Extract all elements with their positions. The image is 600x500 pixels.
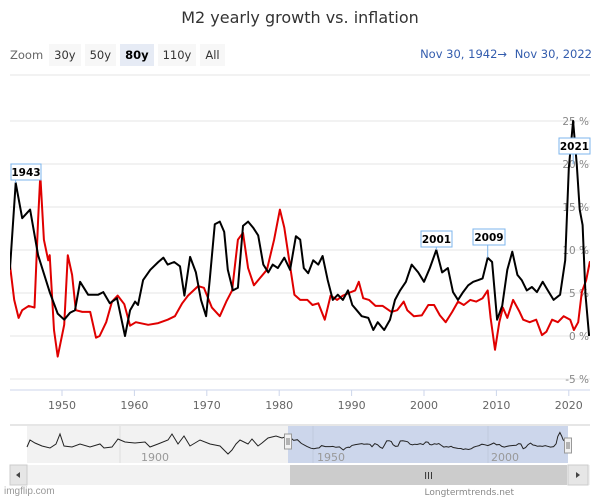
range-arrow: →: [497, 47, 508, 61]
y-tick-label: -5 %: [565, 374, 589, 386]
flag-label: 1943: [11, 167, 40, 179]
y-tick-label: 15 %: [562, 202, 589, 214]
x-tick-label: 2010: [482, 399, 510, 412]
x-tick-label: 2020: [555, 399, 583, 412]
flag-label: 2009: [474, 232, 503, 244]
date-range: Nov 30, 1942→ Nov 30, 2022: [416, 47, 592, 61]
scroll-right-arrow-icon: [576, 472, 580, 478]
y-axis: 25 %20 %15 %10 %5 %0 %-5 %: [562, 116, 589, 386]
navigator[interactable]: 1900 1950 2000 III: [9, 424, 590, 486]
navigator-tick-1950: 1950: [317, 451, 345, 464]
navigator-series: [26, 431, 569, 455]
navigator-right-handle[interactable]: [564, 437, 572, 454]
zoom-selector: Zoom 30y 50y 80y 110y All: [10, 44, 229, 66]
flag-box: [472, 228, 506, 246]
zoom-50y-button[interactable]: 50y: [84, 44, 117, 66]
y-tick-label: 10 %: [562, 245, 589, 257]
credit-longtermtrends[interactable]: Longtermtrends.net: [424, 488, 514, 498]
y-tick-label: 0 %: [569, 331, 589, 343]
flag-label: 2021: [560, 141, 589, 153]
zoom-all-button[interactable]: All: [200, 44, 225, 66]
x-axis: 1950 1960 1970 1980 1990 2000 2010 2020: [10, 389, 590, 412]
navigator-left-handle[interactable]: [284, 433, 292, 450]
scrollbar-grip: III: [424, 471, 433, 482]
flag-2001[interactable]: 2001: [420, 230, 453, 250]
navigator-tick-1900: 1900: [141, 451, 169, 464]
flag-label: 2001: [422, 234, 451, 246]
series-line-m2[interactable]: [10, 120, 590, 337]
series-lines: [10, 120, 593, 358]
zoom-label: Zoom: [10, 48, 44, 62]
y-tick-label: 5 %: [569, 288, 589, 300]
grid-lines: [10, 120, 590, 380]
range-to-input[interactable]: Nov 30, 2022: [514, 47, 592, 61]
x-tick-label: 1970: [193, 399, 221, 412]
zoom-110y-button[interactable]: 110y: [157, 44, 197, 66]
flag-1943[interactable]: 1943: [10, 163, 42, 183]
scroll-left-arrow-icon: [16, 472, 20, 478]
series-line-inflation[interactable]: [10, 174, 593, 358]
chart-title: M2 yearly growth vs. inflation: [181, 8, 419, 27]
x-tick-label: 1960: [120, 399, 148, 412]
x-tick-label: 2000: [410, 399, 438, 412]
watermark-imgflip: imgflip.com: [4, 486, 55, 497]
x-tick-label: 1980: [265, 399, 293, 412]
x-tick-label: 1950: [48, 399, 76, 412]
range-from-input[interactable]: Nov 30, 1942: [420, 47, 498, 61]
flag-2009[interactable]: 2009: [472, 228, 506, 258]
flag-box: [558, 137, 591, 155]
flag-box: [420, 230, 453, 248]
x-tick-label: 1990: [338, 399, 366, 412]
flags: 1943 2001 2009 2021: [10, 137, 591, 258]
y-tick-label: 25 %: [562, 116, 589, 128]
scrollbar-thumb[interactable]: [290, 465, 567, 485]
flag-2021[interactable]: 2021: [558, 137, 591, 164]
navigator-tick-2000: 2000: [491, 451, 519, 464]
zoom-30y-button[interactable]: 30y: [49, 44, 81, 66]
flag-box: [10, 163, 42, 181]
zoom-80y-button[interactable]: 80y: [120, 44, 154, 66]
